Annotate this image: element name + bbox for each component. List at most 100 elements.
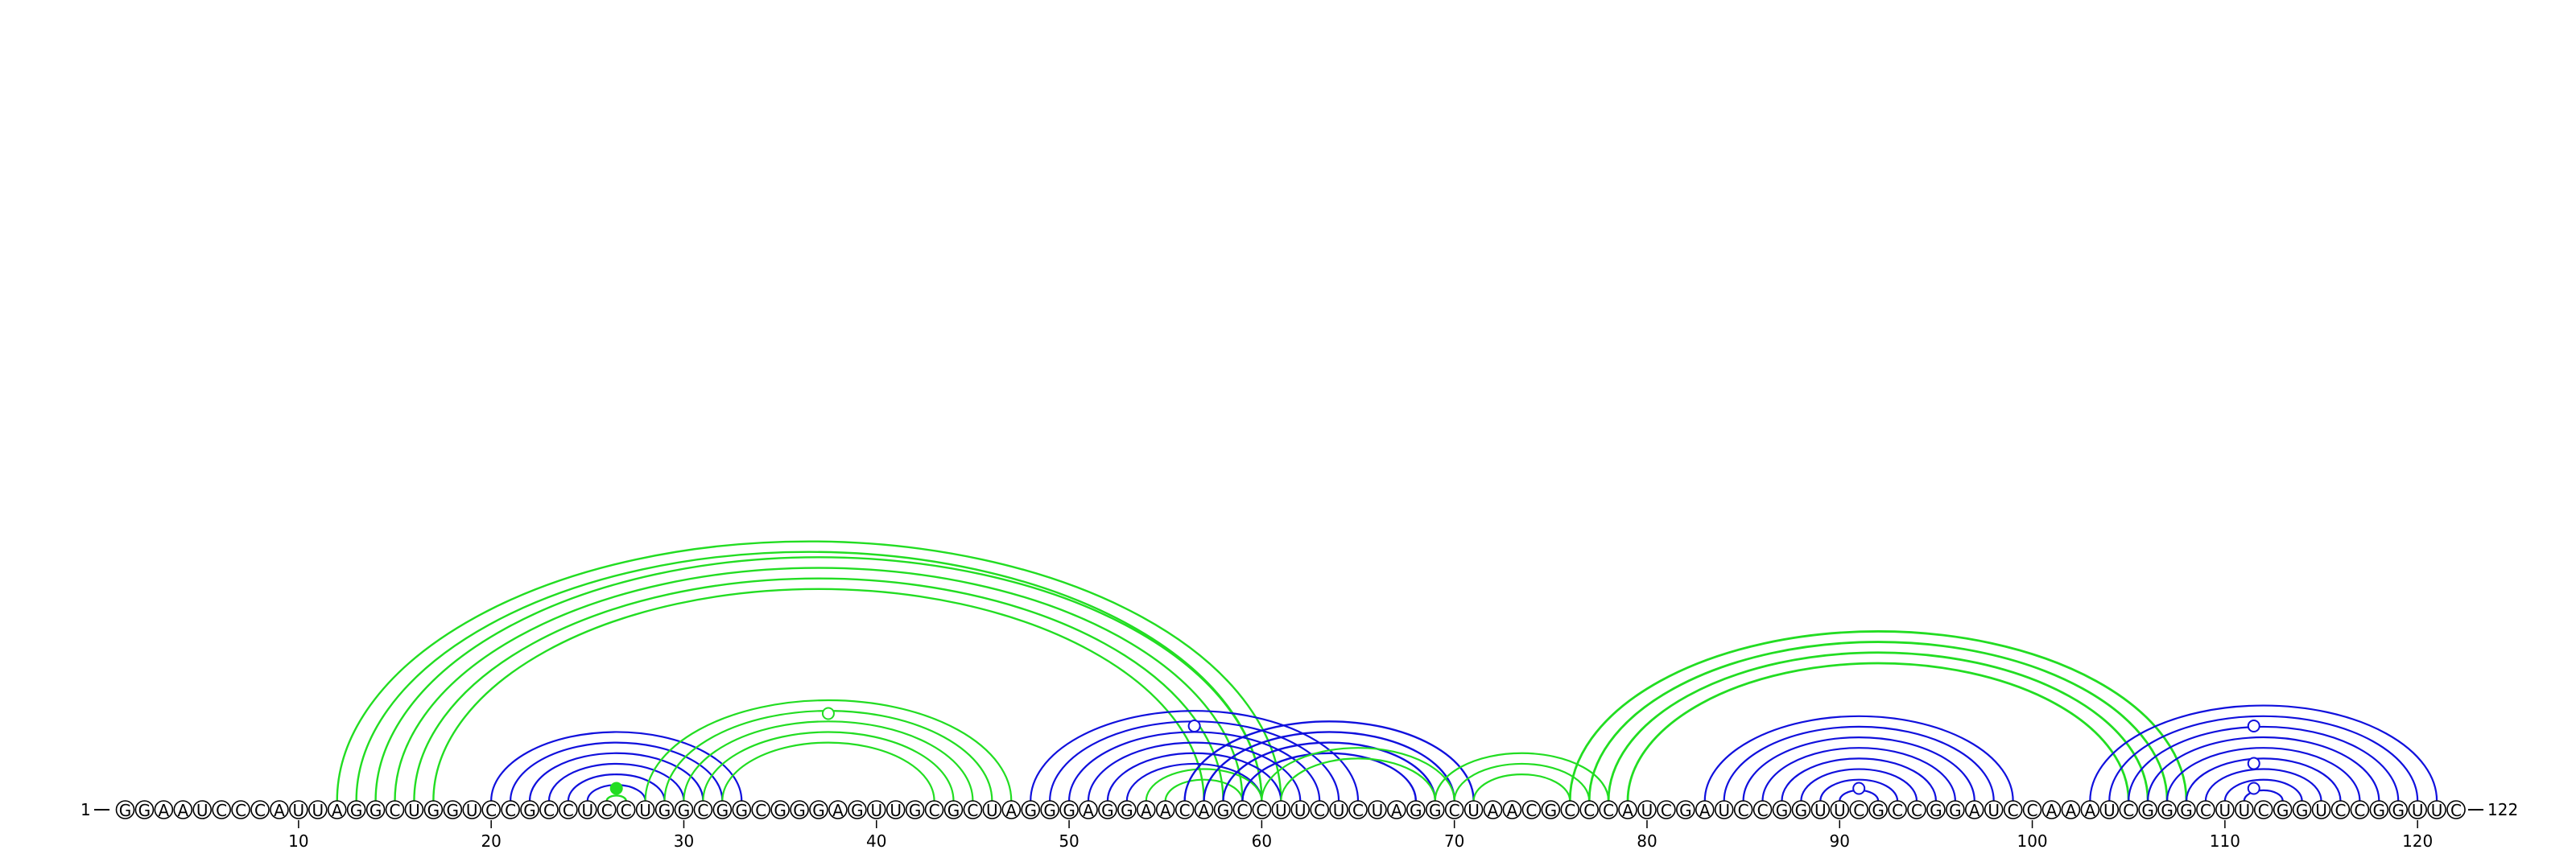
base-pair-arc: [1183, 720, 1475, 802]
nucleotide-letter: G: [427, 801, 440, 820]
nucleotide-letter: C: [543, 801, 555, 820]
tick-label: 110: [2210, 831, 2240, 851]
nucleotide-letter: G: [812, 801, 825, 820]
nucleotide-letter: C: [1525, 801, 1537, 820]
base-pair-arc: [702, 731, 955, 802]
tick-label: 90: [1830, 831, 1850, 851]
base-pair-arc: [413, 577, 1224, 802]
nucleotide-letter: G: [523, 801, 536, 820]
nucleotide: U: [2408, 800, 2427, 820]
nucleotide-circle: [1387, 800, 1406, 819]
nucleotide-circle: [1444, 800, 1464, 819]
nucleotide-circle: [1425, 800, 1445, 819]
nucleotide-circle: [2350, 800, 2370, 819]
nucleotide-letter: U: [2412, 801, 2424, 820]
nucleotide: U: [289, 800, 308, 820]
nucleotide: G: [732, 800, 752, 820]
nucleotide-circle: [1984, 800, 2004, 819]
nucleotide-circle: [1290, 800, 1311, 819]
nucleotide-circle: [848, 800, 867, 819]
nucleotide-circle: [924, 800, 944, 819]
base-pair-arc: [432, 588, 1205, 802]
nucleotide-circle: [712, 800, 733, 819]
nucleotide-circle: [2253, 800, 2273, 819]
nucleotide: C: [1444, 800, 1464, 820]
nucleotide-circle: [115, 800, 135, 819]
nucleotide-letter: G: [2373, 801, 2386, 820]
nucleotide-letter: C: [1256, 801, 1267, 820]
nucleotide: U: [2427, 800, 2446, 820]
tick-label: 30: [674, 831, 694, 851]
nucleotide-letter: C: [390, 801, 401, 820]
nucleotide-circle: [2292, 800, 2312, 819]
nucleotide-circle: [1252, 800, 1272, 819]
nucleotide: U: [2215, 800, 2235, 820]
nucleotide-letter: C: [2200, 801, 2211, 820]
nucleotide-letter: C: [2450, 801, 2462, 820]
nucleotide-letter: A: [332, 801, 343, 820]
nucleotide-circle: [1483, 800, 1503, 819]
nucleotide-letter: C: [2258, 801, 2269, 820]
nucleotide-letter: A: [274, 801, 285, 820]
nucleotide-letter: C: [2123, 801, 2134, 820]
nucleotide-circle: [578, 800, 597, 819]
nucleotide-letter: G: [138, 801, 151, 820]
nucleotide-letter: U: [1988, 801, 2000, 820]
nucleotide-circle: [1001, 800, 1022, 819]
nucleotide-circle: [943, 800, 964, 819]
base-pair-arc: [1472, 773, 1571, 802]
nucleotide: A: [1695, 800, 1715, 820]
nucleotide-circle: [732, 800, 752, 819]
nucleotide: C: [501, 800, 520, 820]
nucleotide-circle: [443, 800, 463, 819]
nucleotide-letter: G: [2180, 801, 2193, 820]
nucleotide-letter: A: [1507, 801, 1518, 820]
nucleotide: A: [2080, 800, 2100, 820]
nucleotide-letter: G: [774, 801, 786, 820]
nucleotide-letter: G: [1063, 801, 1075, 820]
nucleotide-letter: G: [793, 801, 806, 820]
nucleotide-letter: G: [2296, 801, 2309, 820]
nucleotide: A: [2061, 800, 2081, 820]
nucleotide: G: [2388, 800, 2409, 820]
tick-label: 10: [288, 831, 308, 851]
nucleotide-circle: [1079, 800, 1098, 819]
nucleotide-circle: [173, 800, 193, 819]
nucleotide-letter: C: [1738, 801, 1749, 820]
nucleotide: C: [1579, 800, 1599, 820]
nucleotide-letter: U: [1641, 801, 1653, 820]
nucleotide: A: [1387, 800, 1406, 820]
nucleotide-circle: [2138, 800, 2157, 819]
nucleotide: C: [1888, 800, 1907, 820]
nucleotide-letter: G: [369, 801, 382, 820]
nucleotide-letter: U: [2238, 801, 2250, 820]
nucleotide: G: [790, 800, 809, 820]
nucleotide: A: [1964, 800, 1984, 820]
nucleotide-letter: G: [1679, 801, 1692, 820]
base-pair-arc: [547, 762, 685, 802]
base-pair-arc: [1145, 768, 1263, 802]
nucleotide-circle: [866, 800, 886, 819]
nucleotide-letter: C: [1892, 801, 1903, 820]
nucleotide-letter: U: [2431, 801, 2443, 820]
nucleotide-circle: [1040, 800, 1059, 819]
nucleotide-letter: U: [1275, 801, 1287, 820]
nucleotide: C: [2253, 800, 2273, 820]
nucleotide-letter: U: [466, 801, 478, 820]
nucleotide-circle: [1676, 800, 1695, 819]
nucleotide: G: [423, 800, 444, 820]
nucleotide: C: [539, 800, 559, 820]
nucleotide-circle: [1155, 800, 1175, 819]
base-pair-arc: [1607, 651, 2149, 802]
nucleotide-letter: G: [1410, 801, 1422, 820]
nucleotide-letter: G: [1024, 801, 1037, 820]
nucleotide-letter: G: [678, 801, 691, 820]
nucleotide: A: [1001, 800, 1022, 820]
nucleotide-circle: [1502, 800, 1522, 819]
pair-marker: [1852, 782, 1866, 795]
nucleotide-circle: [501, 800, 520, 819]
nucleotide: G: [809, 800, 828, 820]
nucleotide-circle: [1541, 800, 1561, 819]
nucleotide-circle: [982, 800, 1002, 819]
nucleotide: G: [1425, 800, 1445, 820]
